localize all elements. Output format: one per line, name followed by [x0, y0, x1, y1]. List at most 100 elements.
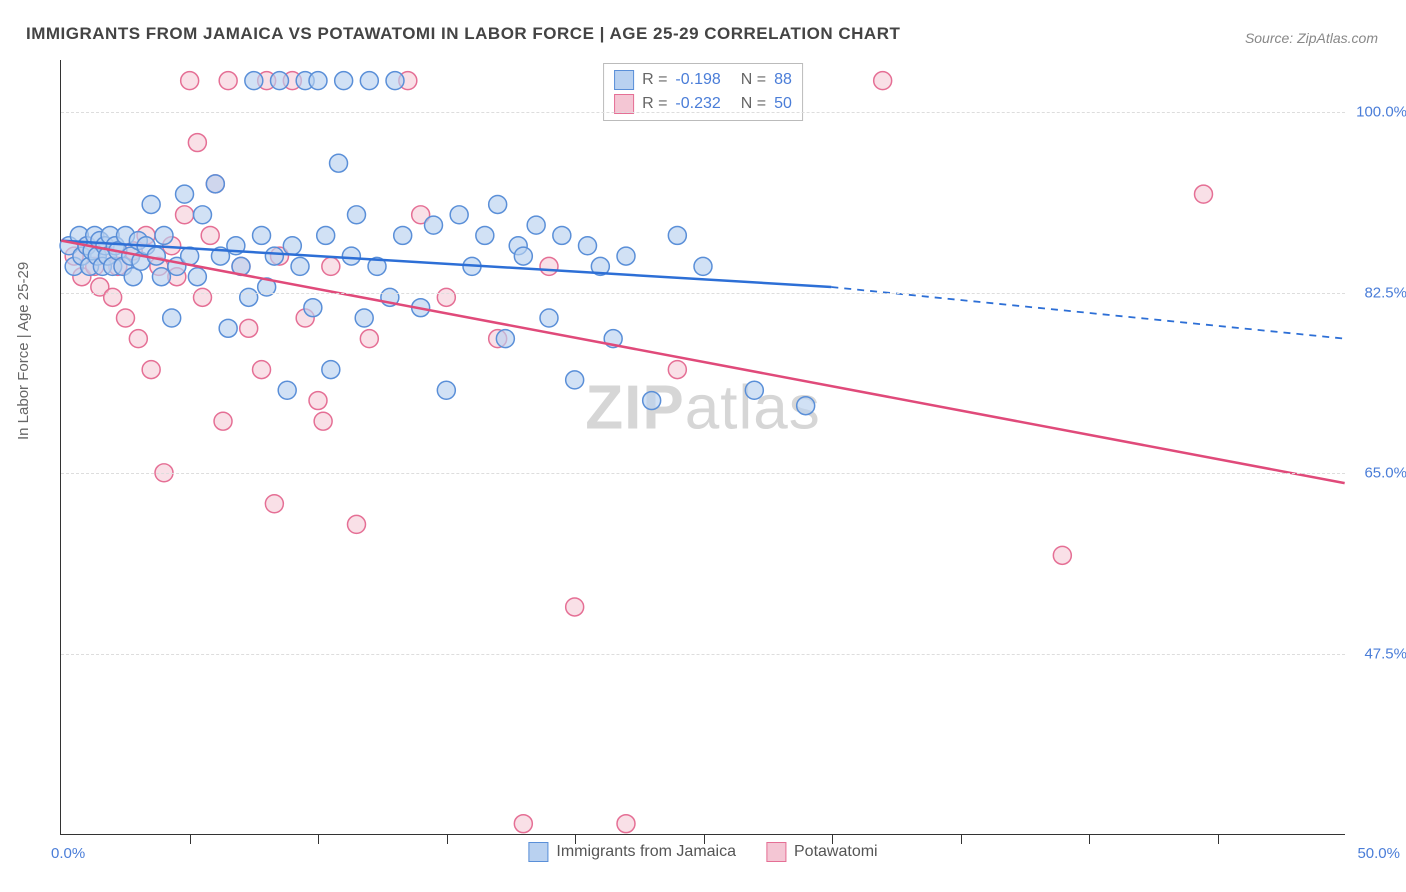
- data-point: [527, 216, 545, 234]
- series-swatch: [614, 70, 634, 90]
- bottom-legend: Immigrants from Jamaica Potawatomi: [528, 842, 877, 862]
- legend-label: Potawatomi: [794, 843, 878, 861]
- n-value: 50: [774, 95, 792, 113]
- x-tick: [575, 834, 576, 844]
- data-point: [425, 216, 443, 234]
- n-label: N =: [741, 71, 766, 89]
- series-swatch: [528, 842, 548, 862]
- data-point: [386, 72, 404, 90]
- x-tick: [190, 834, 191, 844]
- legend-item: Immigrants from Jamaica: [528, 842, 736, 862]
- chart-container: IMMIGRANTS FROM JAMAICA VS POTAWATOMI IN…: [0, 0, 1406, 892]
- data-point: [394, 226, 412, 244]
- data-point: [1195, 185, 1213, 203]
- data-point: [176, 185, 194, 203]
- data-point: [489, 195, 507, 213]
- data-point: [245, 72, 263, 90]
- data-point: [437, 288, 455, 306]
- scatter-svg: [61, 60, 1345, 834]
- data-point: [155, 226, 173, 244]
- n-value: 88: [774, 71, 792, 89]
- source-attribution: Source: ZipAtlas.com: [1245, 30, 1378, 46]
- data-point: [219, 319, 237, 337]
- data-point: [129, 330, 147, 348]
- y-axis-label: In Labor Force | Age 25-29: [15, 262, 32, 440]
- gridline: [61, 473, 1345, 474]
- data-point: [271, 72, 289, 90]
- data-point: [194, 288, 212, 306]
- data-point: [342, 247, 360, 265]
- data-point: [240, 288, 258, 306]
- r-value: -0.198: [675, 71, 720, 89]
- y-tick-label: 47.5%: [1364, 646, 1406, 663]
- data-point: [219, 72, 237, 90]
- data-point: [253, 226, 271, 244]
- data-point: [668, 361, 686, 379]
- data-point: [745, 381, 763, 399]
- data-point: [188, 134, 206, 152]
- data-point: [540, 309, 558, 327]
- data-point: [322, 361, 340, 379]
- data-point: [188, 268, 206, 286]
- data-point: [579, 237, 597, 255]
- data-point: [617, 247, 635, 265]
- series-swatch: [766, 842, 786, 862]
- data-point: [142, 195, 160, 213]
- data-point: [553, 226, 571, 244]
- r-label: R =: [642, 95, 667, 113]
- data-point: [214, 412, 232, 430]
- data-point: [540, 257, 558, 275]
- data-point: [291, 257, 309, 275]
- stats-row: R =-0.198N =88: [614, 68, 792, 92]
- trend-line: [61, 241, 1344, 484]
- x-tick: [1089, 834, 1090, 844]
- data-point: [322, 257, 340, 275]
- data-point: [201, 226, 219, 244]
- data-point: [142, 361, 160, 379]
- data-point: [194, 206, 212, 224]
- y-tick-label: 100.0%: [1356, 103, 1406, 120]
- x-tick: [704, 834, 705, 844]
- data-point: [335, 72, 353, 90]
- data-point: [694, 257, 712, 275]
- data-point: [117, 309, 135, 327]
- y-tick-label: 82.5%: [1364, 284, 1406, 301]
- gridline: [61, 293, 1345, 294]
- data-point: [283, 237, 301, 255]
- data-point: [566, 371, 584, 389]
- data-point: [514, 815, 532, 833]
- data-point: [314, 412, 332, 430]
- data-point: [476, 226, 494, 244]
- data-point: [1053, 546, 1071, 564]
- data-point: [874, 72, 892, 90]
- data-point: [514, 247, 532, 265]
- x-axis-min-label: 0.0%: [51, 845, 85, 862]
- data-point: [265, 495, 283, 513]
- gridline: [61, 654, 1345, 655]
- data-point: [147, 247, 165, 265]
- data-point: [360, 330, 378, 348]
- data-point: [309, 392, 327, 410]
- data-point: [181, 72, 199, 90]
- data-point: [348, 515, 366, 533]
- data-point: [496, 330, 514, 348]
- data-point: [360, 72, 378, 90]
- data-point: [643, 392, 661, 410]
- data-point: [437, 381, 455, 399]
- data-point: [304, 299, 322, 317]
- data-point: [797, 397, 815, 415]
- data-point: [104, 288, 122, 306]
- x-tick: [318, 834, 319, 844]
- data-point: [348, 206, 366, 224]
- r-value: -0.232: [675, 95, 720, 113]
- data-point: [278, 381, 296, 399]
- data-point: [253, 361, 271, 379]
- x-axis-max-label: 50.0%: [1357, 845, 1400, 862]
- data-point: [668, 226, 686, 244]
- data-point: [176, 206, 194, 224]
- legend-label: Immigrants from Jamaica: [556, 843, 736, 861]
- data-point: [206, 175, 224, 193]
- trend-line-extrapolated: [831, 287, 1344, 339]
- data-point: [450, 206, 468, 224]
- n-label: N =: [741, 95, 766, 113]
